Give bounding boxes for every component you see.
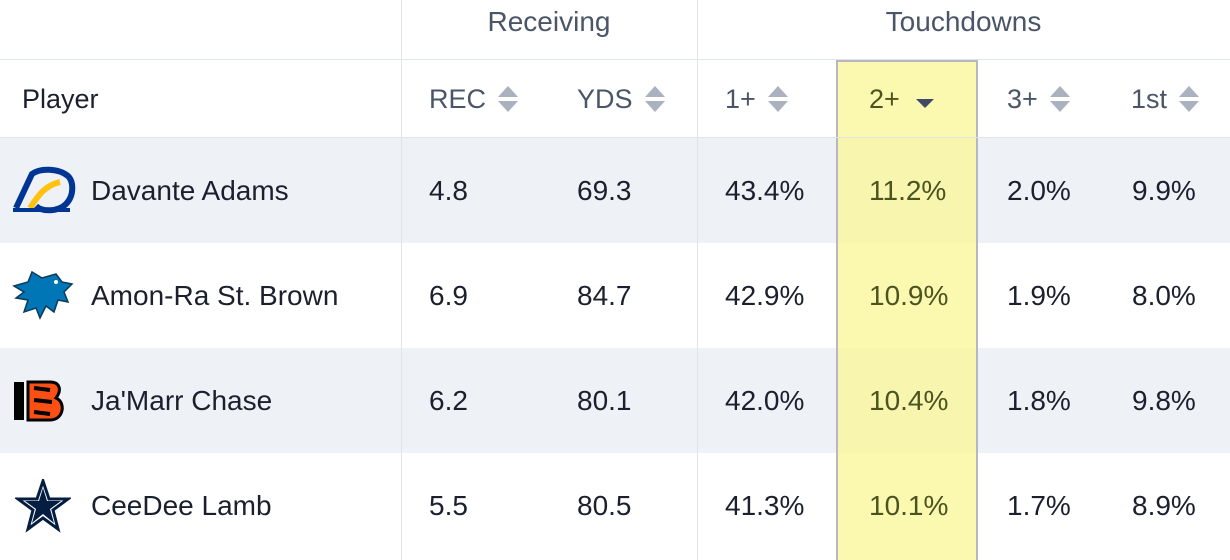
player-name[interactable]: CeeDee Lamb	[91, 489, 272, 521]
yds-value: 69.3	[577, 174, 632, 206]
column-label-td2: 2+	[869, 83, 900, 114]
table-row[interactable]	[0, 348, 1230, 453]
td3-value: 1.7%	[1007, 489, 1071, 521]
column-header-first[interactable]: 1st	[1131, 60, 1200, 138]
column-divider	[697, 0, 698, 560]
sort-toggle-icon[interactable]	[644, 86, 665, 112]
group-receiving: Receiving	[487, 6, 611, 37]
column-header-yds[interactable]: YDS	[577, 60, 665, 138]
td1-value: 43.4%	[725, 174, 805, 206]
lions-logo-icon	[10, 243, 76, 348]
rams-logo-icon	[10, 138, 76, 243]
sort-toggle-icon[interactable]	[498, 86, 519, 112]
column-label-rec: REC	[429, 83, 487, 114]
td2-value: 10.4%	[869, 384, 949, 416]
td2-value: 11.2%	[869, 174, 947, 206]
player-name[interactable]: Ja'Marr Chase	[91, 384, 273, 416]
table-row[interactable]	[0, 138, 1230, 243]
sort-toggle-icon[interactable]	[767, 86, 788, 112]
td1-value: 41.3%	[725, 489, 805, 521]
column-header-td3[interactable]: 3+	[1007, 60, 1070, 138]
cowboys-logo-icon	[10, 453, 76, 558]
first-td-value: 9.8%	[1132, 384, 1196, 416]
td1-value: 42.0%	[725, 384, 805, 416]
column-group-header: Receiving Touchdowns	[0, 0, 1230, 60]
rec-value: 4.8	[429, 174, 468, 206]
rec-value: 6.2	[429, 384, 468, 416]
group-touchdowns: Touchdowns	[885, 6, 1042, 37]
sort-descending-icon[interactable]	[915, 91, 934, 108]
column-label-td1: 1+	[725, 83, 756, 114]
column-header-row: Player REC YDS 1+ 2+ 3+ 1st	[0, 60, 1230, 138]
td3-value: 2.0%	[1007, 174, 1071, 206]
sorted-column-highlight	[836, 60, 978, 560]
column-label-first: 1st	[1131, 83, 1168, 114]
column-header-rec[interactable]: REC	[429, 60, 519, 138]
yds-value: 84.7	[577, 279, 632, 311]
column-divider	[401, 0, 402, 560]
td2-value: 10.9%	[869, 279, 949, 311]
column-label-yds: YDS	[577, 83, 633, 114]
td2-value: 10.1%	[869, 489, 949, 521]
column-header-player: Player	[22, 83, 99, 114]
td3-value: 1.9%	[1007, 279, 1071, 311]
first-td-value: 9.9%	[1132, 174, 1196, 206]
rec-value: 5.5	[429, 489, 468, 521]
td3-value: 1.8%	[1007, 384, 1071, 416]
player-name[interactable]: Davante Adams	[91, 174, 289, 206]
player-name[interactable]: Amon-Ra St. Brown	[91, 279, 339, 311]
first-td-value: 8.9%	[1132, 489, 1196, 521]
rec-value: 6.9	[429, 279, 468, 311]
bengals-logo-icon	[10, 348, 76, 453]
column-header-td1[interactable]: 1+	[725, 60, 788, 138]
column-header-td2[interactable]: 2+	[869, 60, 934, 138]
yds-value: 80.1	[577, 384, 632, 416]
column-label-td3: 3+	[1007, 83, 1038, 114]
sort-toggle-icon[interactable]	[1049, 86, 1070, 112]
first-td-value: 8.0%	[1132, 279, 1196, 311]
sort-toggle-icon[interactable]	[1179, 86, 1200, 112]
td1-value: 42.9%	[725, 279, 805, 311]
yds-value: 80.5	[577, 489, 632, 521]
